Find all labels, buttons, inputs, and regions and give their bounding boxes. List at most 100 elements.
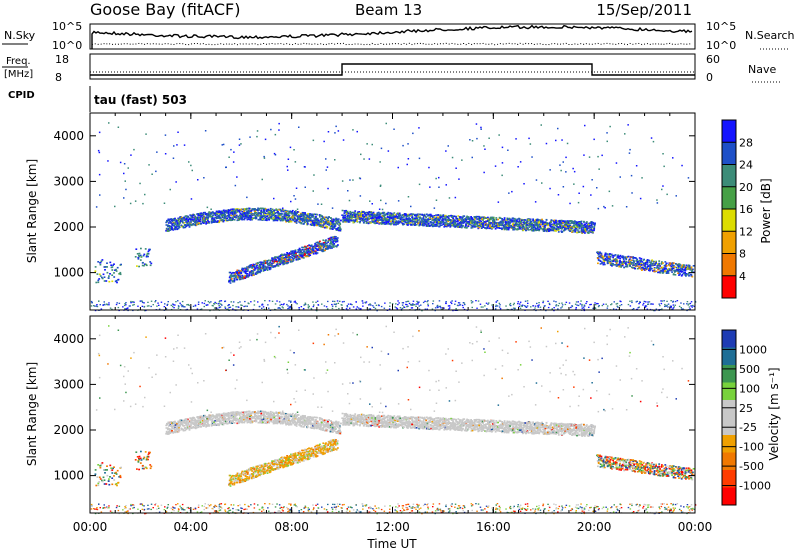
echo-cell	[512, 226, 514, 228]
power-scatter	[91, 122, 697, 311]
echo-cell	[104, 280, 106, 282]
echo-cell	[200, 215, 202, 217]
echo-cell	[111, 266, 113, 268]
echo-cell	[263, 217, 265, 219]
echo-cell	[641, 177, 643, 179]
echo-cell	[173, 145, 175, 147]
echo-cell	[283, 211, 285, 213]
echo-cell	[519, 225, 521, 227]
echo-cell	[606, 132, 608, 134]
echo-cell	[362, 218, 364, 220]
echo-cell	[243, 219, 245, 221]
echo-cell	[229, 217, 231, 219]
echo-cell	[313, 248, 315, 250]
echo-cell	[408, 196, 410, 198]
echo-cell	[100, 275, 102, 277]
echo-cell	[290, 147, 292, 149]
echo-cell	[612, 257, 614, 259]
echo-cell	[629, 265, 631, 267]
echo-cell	[455, 216, 457, 218]
echo-cell	[546, 143, 548, 145]
freq-trace	[90, 64, 695, 75]
echo-cell	[639, 268, 641, 270]
echo-cell	[683, 265, 685, 267]
echo-cell	[246, 273, 248, 275]
echo-cell	[355, 216, 357, 218]
echo-cell	[411, 217, 413, 219]
echo-cell	[675, 274, 677, 276]
echo-cell	[276, 209, 278, 211]
echo-cell	[337, 244, 339, 246]
echo-cell	[184, 144, 186, 146]
echo-cell	[550, 229, 552, 231]
echo-cell	[660, 270, 662, 272]
echo-cell	[407, 164, 409, 166]
echo-cell	[486, 227, 488, 229]
echo-cell	[180, 225, 182, 227]
echo-cell	[265, 260, 267, 262]
echo-cell	[531, 156, 533, 158]
echo-cell	[664, 267, 666, 269]
station-title: Goose Bay (fitACF)	[90, 0, 240, 19]
echo-cell	[309, 254, 311, 256]
echo-cell	[168, 228, 170, 230]
echo-cell	[620, 176, 622, 178]
echo-cell	[233, 161, 235, 163]
echo-cell	[143, 255, 145, 257]
echo-cell	[565, 171, 567, 173]
echo-cell	[498, 201, 500, 203]
echo-cell	[691, 276, 693, 278]
echo-cell	[142, 203, 144, 205]
echo-cell	[333, 243, 335, 245]
echo-cell	[256, 265, 258, 267]
echo-cell	[678, 267, 680, 269]
echo-cell	[236, 271, 238, 273]
echo-cell	[357, 131, 359, 133]
echo-cell	[140, 248, 142, 250]
echo-cell	[151, 174, 153, 176]
echo-cell	[395, 218, 397, 220]
echo-cell	[628, 256, 630, 258]
echo-cell	[480, 221, 482, 223]
echo-cell	[304, 255, 306, 257]
echo-cell	[386, 123, 388, 125]
echo-cell	[416, 217, 418, 219]
echo-cell	[598, 260, 600, 262]
echo-cell	[279, 216, 281, 218]
echo-cell	[302, 218, 304, 220]
echo-cell	[471, 217, 473, 219]
echo-cell	[573, 223, 575, 225]
echo-cell	[363, 222, 365, 224]
echo-cell	[286, 260, 288, 262]
echo-cell	[419, 214, 421, 216]
echo-cell	[330, 237, 332, 239]
echo-cell	[533, 229, 535, 231]
echo-cell	[412, 133, 414, 135]
echo-cell	[508, 192, 510, 194]
echo-cell	[655, 262, 657, 264]
echo-cell	[99, 194, 101, 196]
echo-cell	[137, 253, 139, 255]
echo-cell	[280, 209, 282, 211]
echo-cell	[576, 232, 578, 234]
echo-cell	[472, 140, 474, 142]
echo-cell	[653, 271, 655, 273]
echo-cell	[299, 253, 301, 255]
echo-cell	[427, 225, 429, 227]
echo-cell	[261, 215, 263, 217]
echo-cell	[610, 254, 612, 256]
echo-cell	[671, 271, 673, 273]
echo-cell	[653, 141, 655, 143]
echo-cell	[378, 212, 380, 214]
echo-cell	[662, 268, 664, 270]
echo-cell	[479, 227, 481, 229]
echo-cell	[507, 221, 509, 223]
echo-cell	[398, 222, 400, 224]
echo-cell	[147, 253, 149, 255]
echo-cell	[669, 263, 671, 265]
echo-cell	[507, 150, 509, 152]
echo-cell	[274, 256, 276, 258]
echo-cell	[192, 219, 194, 221]
echo-cell	[475, 221, 477, 223]
echo-cell	[678, 269, 680, 271]
